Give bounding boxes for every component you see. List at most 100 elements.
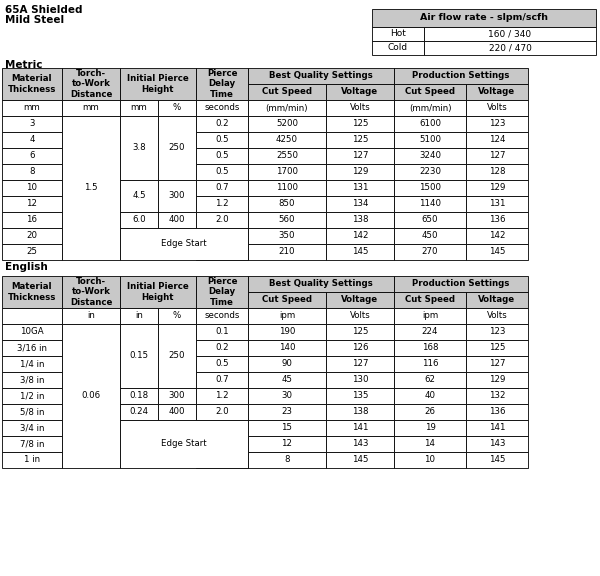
Bar: [466, 292, 528, 308]
Bar: [2, 180, 62, 196]
Bar: [394, 372, 466, 388]
Bar: [196, 356, 248, 372]
Text: 129: 129: [489, 376, 505, 385]
Text: Best Quality Settings: Best Quality Settings: [269, 71, 373, 81]
Text: 300: 300: [169, 191, 185, 200]
Bar: [248, 324, 326, 340]
Bar: [394, 292, 466, 308]
Text: 1 in: 1 in: [24, 456, 40, 464]
Text: 2550: 2550: [276, 151, 298, 161]
Text: Hot: Hot: [390, 29, 406, 39]
Bar: [394, 196, 466, 212]
Bar: [466, 196, 528, 212]
Bar: [120, 100, 158, 116]
Bar: [394, 436, 466, 452]
Bar: [466, 308, 528, 324]
Bar: [326, 196, 394, 212]
Text: 132: 132: [489, 392, 505, 400]
Text: 3: 3: [29, 119, 35, 128]
Bar: [326, 404, 394, 420]
Text: 123: 123: [489, 119, 505, 128]
Text: 125: 125: [352, 135, 368, 145]
Bar: [248, 164, 326, 180]
Bar: [466, 340, 528, 356]
Text: 65A Shielded: 65A Shielded: [5, 5, 83, 15]
Text: Volts: Volts: [350, 104, 370, 112]
Bar: [466, 452, 528, 468]
Text: 90: 90: [281, 359, 292, 369]
Bar: [326, 84, 394, 100]
Text: 142: 142: [489, 232, 505, 241]
Text: 20: 20: [26, 232, 37, 241]
Bar: [196, 436, 248, 452]
Text: 138: 138: [352, 407, 368, 416]
Bar: [394, 116, 466, 132]
Bar: [2, 244, 62, 260]
Bar: [248, 420, 326, 436]
Bar: [62, 116, 120, 260]
Text: Cut Speed: Cut Speed: [405, 295, 455, 305]
Bar: [248, 276, 394, 292]
Bar: [196, 340, 248, 356]
Bar: [158, 100, 196, 116]
Bar: [158, 324, 196, 388]
Text: 650: 650: [422, 215, 438, 225]
Text: 23: 23: [281, 407, 293, 416]
Bar: [196, 244, 248, 260]
Bar: [372, 41, 424, 55]
Text: 10: 10: [26, 184, 37, 192]
Text: 160 / 340: 160 / 340: [488, 29, 532, 39]
Text: 145: 145: [352, 456, 368, 464]
Bar: [196, 276, 248, 308]
Text: 127: 127: [352, 359, 368, 369]
Text: Air flow rate - slpm/scfh: Air flow rate - slpm/scfh: [420, 13, 548, 22]
Bar: [2, 116, 62, 132]
Bar: [466, 404, 528, 420]
Bar: [248, 196, 326, 212]
Text: Pierce
Delay
Time: Pierce Delay Time: [207, 277, 237, 307]
Text: 5200: 5200: [276, 119, 298, 128]
Bar: [394, 148, 466, 164]
Bar: [326, 164, 394, 180]
Text: 145: 145: [489, 456, 505, 464]
Text: 30: 30: [281, 392, 293, 400]
Text: 136: 136: [489, 215, 505, 225]
Text: 6100: 6100: [419, 119, 441, 128]
Text: 26: 26: [425, 407, 436, 416]
Text: 0.06: 0.06: [82, 392, 101, 400]
Bar: [394, 212, 466, 228]
Text: 125: 125: [352, 119, 368, 128]
Text: 3/4 in: 3/4 in: [20, 423, 44, 433]
Text: 2.0: 2.0: [215, 215, 229, 225]
Text: Mild Steel: Mild Steel: [5, 15, 64, 25]
Text: 400: 400: [169, 215, 185, 225]
Text: 0.2: 0.2: [215, 119, 229, 128]
Text: Volts: Volts: [487, 104, 508, 112]
Text: 1100: 1100: [276, 184, 298, 192]
Bar: [394, 84, 466, 100]
Bar: [466, 388, 528, 404]
Text: 350: 350: [279, 232, 295, 241]
Text: 125: 125: [352, 328, 368, 336]
Bar: [394, 100, 466, 116]
Bar: [394, 388, 466, 404]
Text: 129: 129: [352, 168, 368, 176]
Bar: [2, 404, 62, 420]
Bar: [196, 308, 248, 324]
Text: 450: 450: [422, 232, 438, 241]
Bar: [466, 324, 528, 340]
Text: 0.15: 0.15: [130, 351, 149, 361]
Bar: [196, 196, 248, 212]
Bar: [466, 132, 528, 148]
Bar: [196, 68, 248, 100]
Bar: [424, 27, 596, 41]
Bar: [326, 180, 394, 196]
Bar: [120, 388, 158, 404]
Bar: [466, 212, 528, 228]
Text: 3/8 in: 3/8 in: [20, 376, 44, 385]
Text: 124: 124: [489, 135, 505, 145]
Text: 400: 400: [169, 407, 185, 416]
Bar: [326, 388, 394, 404]
Text: 116: 116: [422, 359, 438, 369]
Bar: [248, 340, 326, 356]
